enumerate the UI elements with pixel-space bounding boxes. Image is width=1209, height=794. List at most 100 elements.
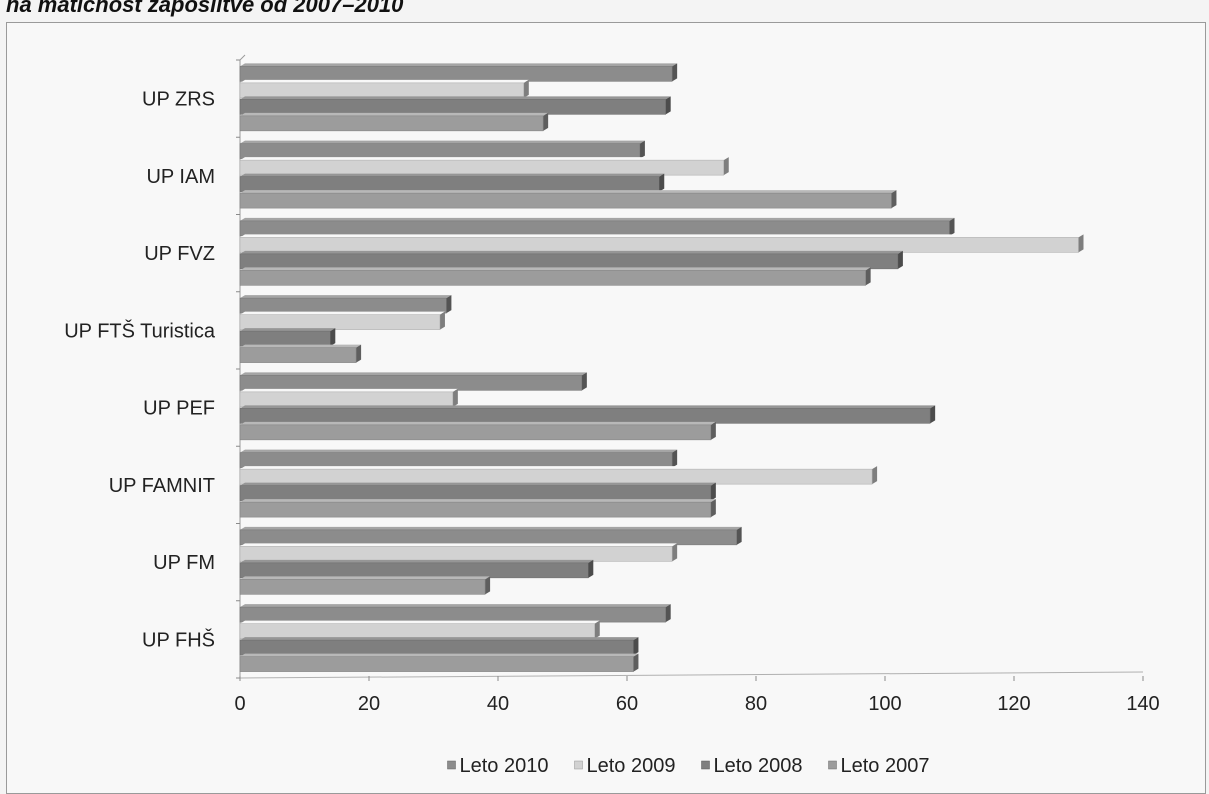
bar: [239, 656, 634, 672]
bar-end-face: [672, 63, 678, 82]
bar-end-face: [872, 466, 878, 485]
bar-top-face: [240, 604, 671, 608]
bar: [239, 501, 712, 518]
bar-end-face: [446, 295, 452, 314]
bar: [239, 452, 673, 468]
labels-layer: 0 20 40 60 80 100 120 140 UP ZRS UP IAM UP FVZ UP F…: [64, 89, 1159, 715]
bar: [239, 330, 331, 347]
bar-top-face: [240, 620, 600, 624]
bar: [239, 424, 712, 441]
category-label: UP FM: [153, 552, 215, 574]
bar-top-face: [240, 653, 639, 657]
bar-end-face: [710, 421, 716, 440]
bar-end-face: [439, 311, 445, 330]
bar-end-face: [665, 96, 671, 115]
bar-end-face: [633, 637, 639, 656]
bar-top-face: [240, 499, 716, 503]
bar-top-face: [240, 157, 729, 161]
x-tick-label: 0: [234, 693, 245, 715]
bar-top-face: [240, 559, 594, 563]
bar: [239, 485, 712, 501]
bar: [239, 297, 447, 314]
bar: [239, 143, 641, 159]
bar-top-face: [240, 543, 678, 547]
bar-end-face: [588, 559, 594, 578]
category-label: UP FAMNIT: [109, 475, 215, 497]
bar: [239, 468, 873, 485]
legend-label: Leto 2009: [587, 755, 676, 777]
depth-edge: [239, 54, 246, 61]
bar-end-face: [865, 267, 871, 286]
x-tick-label: 40: [487, 693, 509, 715]
bar-end-face: [543, 112, 549, 131]
bar-top-face: [240, 372, 587, 376]
bar-end-face: [736, 526, 742, 545]
bar: [239, 529, 737, 546]
bar-top-face: [240, 140, 645, 144]
bar-top-face: [240, 190, 897, 194]
category-label: UP FTŠ Turistica: [64, 319, 216, 342]
x-tick-label: 20: [358, 693, 380, 715]
bar-top-face: [240, 328, 336, 332]
bar-end-face: [723, 157, 729, 176]
legend-swatch: [574, 760, 583, 770]
bar: [239, 347, 357, 363]
bar: [239, 237, 1079, 253]
x-tick-label: 120: [997, 693, 1030, 715]
bar: [239, 253, 899, 270]
bar-top-face: [240, 79, 529, 83]
legend: Leto 2010 Leto 2009 Leto 2008 Leto 2007: [447, 755, 930, 777]
bar: [239, 176, 660, 192]
bar-end-face: [330, 328, 336, 347]
bar: [239, 270, 866, 286]
category-label: UP FHŠ: [142, 628, 215, 651]
x-axis-line: [239, 671, 1144, 679]
bar: [239, 314, 441, 330]
bar: [239, 159, 724, 176]
bar-top-face: [240, 112, 549, 116]
bar-end-face: [356, 344, 362, 363]
bar-top-face: [240, 526, 742, 530]
legend-label: Leto 2008: [714, 755, 803, 777]
bar: [239, 192, 892, 209]
bar: [239, 639, 634, 656]
chart-title: na matičnost zaposlitve od 2007–2010: [6, 0, 404, 17]
bar-top-face: [240, 576, 491, 580]
bar: [239, 606, 666, 623]
bar-end-face: [659, 173, 665, 192]
x-tick-label: 60: [616, 693, 638, 715]
bar-top-face: [240, 311, 445, 315]
bar-top-face: [240, 449, 678, 453]
bar-end-face: [891, 190, 897, 209]
bar: [239, 546, 673, 562]
bar-end-face: [1078, 234, 1084, 253]
bar-end-face: [594, 620, 600, 639]
bar-end-face: [710, 499, 716, 518]
bar: [239, 115, 544, 132]
bar-end-face: [485, 576, 491, 595]
bar-top-face: [240, 217, 955, 221]
bar: [239, 220, 950, 237]
x-tick-label: 140: [1126, 693, 1159, 715]
bar-top-face: [240, 96, 671, 100]
legend-label: Leto 2007: [841, 755, 930, 777]
bar-top-face: [240, 421, 716, 425]
bar-end-face: [639, 140, 645, 159]
bar-top-face: [240, 250, 903, 254]
bar: [239, 82, 525, 99]
bar-top-face: [240, 482, 716, 486]
bar-top-face: [240, 63, 678, 67]
legend-swatch: [447, 760, 456, 770]
bar-top-face: [240, 295, 452, 299]
bar: [239, 375, 583, 391]
category-label: UP ZRS: [142, 89, 215, 111]
bar-top-face: [240, 173, 665, 177]
bar-end-face: [897, 250, 903, 269]
bar: [239, 99, 666, 115]
bar-end-face: [672, 449, 678, 468]
bar: [239, 66, 673, 82]
bar-top-face: [240, 466, 878, 470]
bars-layer: [239, 63, 1084, 672]
legend-label: Leto 2010: [460, 755, 549, 777]
